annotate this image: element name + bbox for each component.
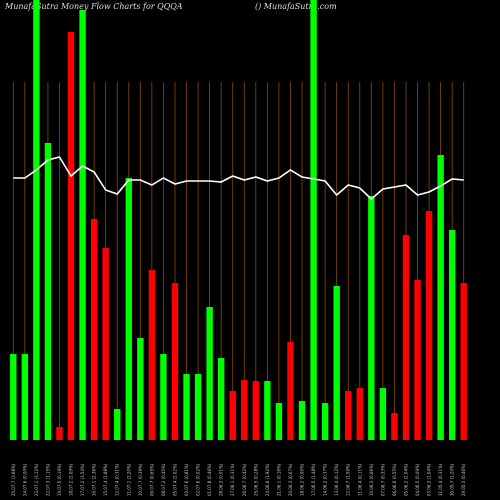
bar xyxy=(321,403,329,440)
x-tick-label: 21.06.1 (0.16%) xyxy=(276,463,281,496)
bar xyxy=(402,235,410,440)
x-tick-label: 09.07.7 (0.65%) xyxy=(149,463,154,496)
bar xyxy=(345,391,352,440)
chart-subtitle: () MunafaSutra.com xyxy=(255,2,337,11)
x-tick-label: 29.05.3 (0.46%) xyxy=(461,463,466,496)
bar xyxy=(333,286,340,440)
bar xyxy=(414,280,421,440)
x-tick-label: 18.07.2 (1.09%) xyxy=(69,463,74,496)
chart-title: MunafaSutra Money Flow Charts for QQQA xyxy=(4,2,183,11)
bar xyxy=(183,374,190,440)
bar xyxy=(33,0,40,440)
x-tick-label: 12.06.7 (1.59%) xyxy=(346,463,351,496)
x-tick-label: 01.07.8 (0.46%) xyxy=(207,463,212,496)
bar xyxy=(194,374,202,440)
x-tick-label: 13.06.4 (0.12%) xyxy=(334,463,339,496)
bar xyxy=(264,381,271,440)
x-tick-label: 05.06.2 (2.04%) xyxy=(403,463,408,496)
x-tick-label: 10.06.3 (0.66%) xyxy=(369,463,374,496)
bar xyxy=(391,413,398,440)
x-tick-label: 28.06.3 (0.01%) xyxy=(219,463,224,496)
x-tick-label: 04.06.5 (0.09%) xyxy=(415,463,420,496)
x-tick-label: 16.07.1 (2.36%) xyxy=(92,463,97,496)
x-tick-label: 17.06.5 (1.48%) xyxy=(311,463,316,496)
bar xyxy=(67,32,75,440)
x-tick-label: 24.06.6 (1.92%) xyxy=(265,463,270,496)
x-tick-label: 08.07.2 (0.45%) xyxy=(161,463,166,496)
bar xyxy=(241,380,248,440)
x-tick-label: 25.06.5 (0.28%) xyxy=(253,463,258,496)
x-tick-label: 17.07.2 (3.54%) xyxy=(80,463,85,496)
x-tick-label: 31.05.4 (0.31%) xyxy=(438,463,443,496)
price-line xyxy=(13,156,464,201)
bar xyxy=(448,230,456,440)
bar xyxy=(102,248,109,440)
bar xyxy=(21,354,29,440)
x-tick-label: 14.06.2 (0.37%) xyxy=(323,463,328,496)
x-tick-label: 25.07.7 (3.68%) xyxy=(11,463,16,496)
bar xyxy=(125,178,132,440)
x-tick-label: 02.07.6 (0.02%) xyxy=(196,463,201,496)
x-tick-label: 03.07.6 (0.81%) xyxy=(184,463,189,496)
bar xyxy=(137,338,144,440)
x-tick-label: 11.07.1 (2.20%) xyxy=(126,463,131,496)
x-tick-label: 10.07.7 (0.39%) xyxy=(138,463,143,496)
x-tick-label: 18.06.2 (0.50%) xyxy=(300,463,305,496)
bar xyxy=(114,409,121,440)
x-tick-label: 03.06.3 (1.04%) xyxy=(427,463,432,496)
bar xyxy=(44,143,52,440)
x-tick-label: 19.07.5 (0.19%) xyxy=(57,463,62,496)
x-tick-label: 30.05.7 (1.20%) xyxy=(450,463,455,496)
bar xyxy=(368,196,375,440)
bar xyxy=(298,401,306,440)
bar xyxy=(217,358,225,440)
bar xyxy=(90,219,98,440)
bar xyxy=(287,342,294,440)
x-tick-label: 15.07.4 (1.88%) xyxy=(103,463,108,496)
x-tick-label: 26.06.7 (0.42%) xyxy=(242,463,247,496)
x-tick-label: 22.07.3 (1.15%) xyxy=(45,463,50,496)
bar xyxy=(148,270,156,440)
bar xyxy=(206,307,213,440)
bar xyxy=(275,403,283,440)
bar xyxy=(356,388,363,440)
x-tick-label: 07.06.7 (0.33%) xyxy=(380,463,385,496)
bar xyxy=(252,381,260,440)
bar xyxy=(160,354,167,440)
bar xyxy=(10,354,17,440)
x-tick-label: 06.06.6 (0.55%) xyxy=(392,463,397,496)
bar xyxy=(379,388,387,440)
bar xyxy=(79,10,86,440)
bar xyxy=(460,283,467,440)
x-tick-label: 27.06.1 (0.31%) xyxy=(230,463,235,496)
bar xyxy=(310,0,317,440)
x-tick-label: 20.06.3 (0.67%) xyxy=(288,463,293,496)
x-tick-label: 05.07.4 (1.02%) xyxy=(172,463,177,496)
bar xyxy=(56,427,63,440)
bar xyxy=(425,211,433,440)
bar xyxy=(171,283,179,440)
bar xyxy=(229,391,236,440)
x-tick-label: 24.07.6 (0.00%) xyxy=(22,463,27,496)
bar xyxy=(437,155,444,440)
x-tick-label: 11.06.4 (0.11%) xyxy=(357,463,362,496)
x-tick-label: 23.07.1 (3.12%) xyxy=(34,463,39,496)
x-tick-label: 12.07.4 (0.31%) xyxy=(115,463,120,496)
